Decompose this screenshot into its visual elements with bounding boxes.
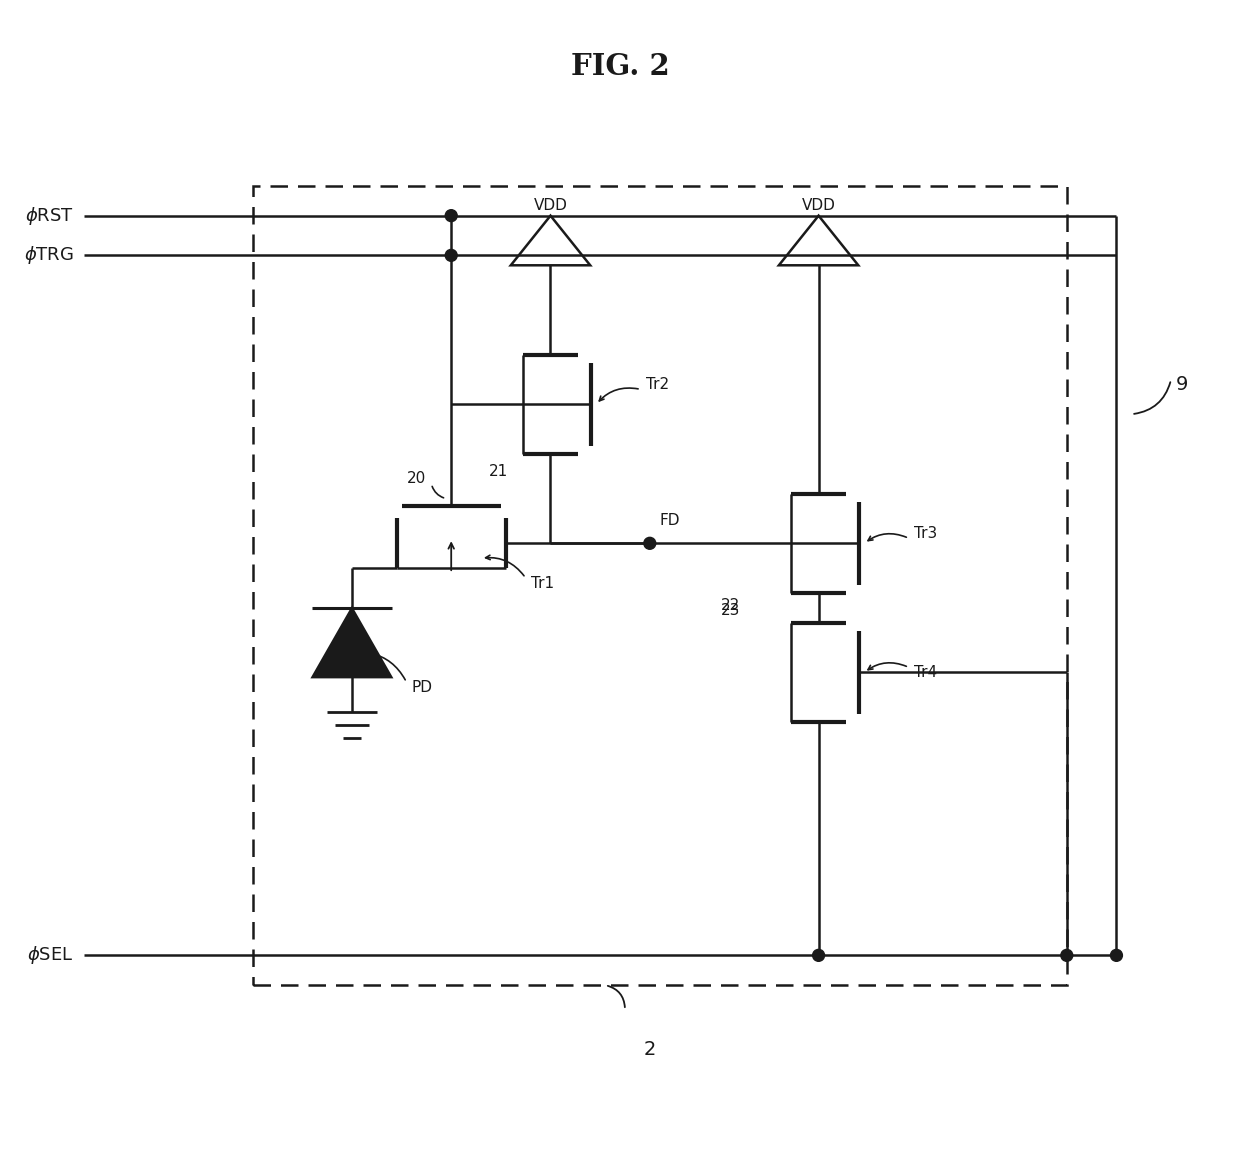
FancyArrowPatch shape — [868, 534, 906, 541]
FancyArrowPatch shape — [608, 985, 625, 1008]
Text: VDD: VDD — [533, 198, 568, 213]
FancyArrowPatch shape — [1135, 382, 1171, 414]
Text: 22: 22 — [722, 598, 740, 613]
Text: VDD: VDD — [801, 198, 836, 213]
Text: $\phi$RST: $\phi$RST — [25, 204, 74, 226]
Circle shape — [445, 210, 458, 222]
Text: Tr2: Tr2 — [646, 377, 668, 392]
Circle shape — [1061, 949, 1073, 962]
Text: $\phi$SEL: $\phi$SEL — [27, 944, 74, 967]
Text: FD: FD — [660, 514, 681, 528]
FancyArrowPatch shape — [486, 555, 525, 576]
Text: PD: PD — [412, 680, 433, 694]
Bar — [253, 185, 1066, 985]
Polygon shape — [312, 608, 392, 677]
FancyArrowPatch shape — [371, 652, 405, 680]
FancyArrowPatch shape — [599, 388, 639, 401]
Text: 9: 9 — [1176, 375, 1188, 394]
Text: $\phi$TRG: $\phi$TRG — [24, 244, 74, 266]
FancyArrowPatch shape — [868, 663, 906, 670]
Text: Tr4: Tr4 — [914, 665, 937, 680]
Text: FIG. 2: FIG. 2 — [570, 53, 670, 81]
Circle shape — [1111, 949, 1122, 962]
Circle shape — [445, 250, 458, 262]
Text: 23: 23 — [722, 603, 740, 618]
Text: Tr3: Tr3 — [914, 526, 937, 541]
Circle shape — [644, 537, 656, 549]
Circle shape — [812, 949, 825, 962]
FancyArrowPatch shape — [433, 487, 444, 497]
Text: 2: 2 — [644, 1039, 656, 1059]
Text: Tr1: Tr1 — [531, 576, 554, 590]
Text: 21: 21 — [489, 463, 508, 479]
Text: 20: 20 — [407, 472, 427, 487]
